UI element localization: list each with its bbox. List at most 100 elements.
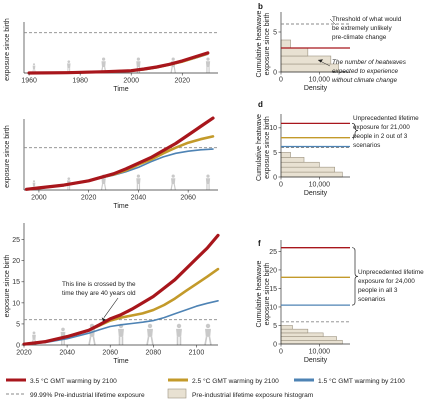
person-legs xyxy=(88,336,96,346)
note-pointer xyxy=(329,18,337,26)
histogram-bar xyxy=(280,161,320,168)
panel-label-b: b xyxy=(258,2,263,11)
svg-text:exposure for 21,000: exposure for 21,000 xyxy=(353,124,410,131)
panel-d: 0 10,000 0 5 10 Density Cumulative heatwave exp… xyxy=(256,114,359,197)
person-head xyxy=(32,63,36,66)
legend-label-threshold: 99.99% Pre-industrial lifetime exposure xyxy=(30,392,145,399)
y-axis-label-d: Cumulative heatwave xyxy=(256,114,263,181)
person-body xyxy=(32,65,36,70)
series-line-s15-e xyxy=(23,300,219,345)
x-tick-label: 2000 xyxy=(31,195,47,202)
x-tick-label: 2060 xyxy=(102,350,118,357)
person-body xyxy=(176,328,182,337)
person-legs xyxy=(170,184,176,191)
person-body xyxy=(32,334,36,340)
note-f: Unprecedented lifetime exposure for 24,0… xyxy=(358,269,424,303)
person-head xyxy=(171,174,175,178)
histogram-bar xyxy=(280,152,291,158)
series-line-s25-c xyxy=(25,135,215,191)
person-body xyxy=(32,182,36,187)
panel-b: 0 10,000 0 5 Density Cumulative heatwave expos… xyxy=(256,10,350,92)
svg-text:people in all 3: people in all 3 xyxy=(358,287,398,294)
y-tick-label: 25 xyxy=(12,237,20,244)
histogram-bar xyxy=(280,339,343,345)
x-axis-label-a: Time xyxy=(113,86,128,93)
person-body xyxy=(205,61,211,68)
x-tick-label: 1980 xyxy=(72,78,88,85)
svg-text:time they are 40 years old: time they are 40 years old xyxy=(62,290,136,297)
y-tick-label: 0 xyxy=(273,341,277,348)
svg-text:without climate change: without climate change xyxy=(332,77,397,84)
person-body xyxy=(171,178,176,185)
person-head xyxy=(67,177,71,180)
histogram-bar xyxy=(280,325,293,330)
x-tick-label: 2080 xyxy=(146,350,162,357)
y-tick-label: 15 xyxy=(12,279,20,286)
x-tick-label: 2020 xyxy=(16,350,32,357)
panel-f: 0 10,000 0 5 10 15 20 25 Density Cumulative heatw… xyxy=(256,240,359,364)
person-body xyxy=(147,328,153,337)
legend-label-histogram: Pre-industrial lifetime exposure histogr… xyxy=(192,392,314,399)
person-body xyxy=(67,63,71,69)
svg-text:This line is crossed by the: This line is crossed by the xyxy=(62,281,136,288)
x-axis-label-c: Time xyxy=(113,203,128,210)
x-tick-label: 0 xyxy=(279,182,283,189)
svg-text:Unprecedented lifetime: Unprecedented lifetime xyxy=(353,115,419,122)
silhouettes-c xyxy=(32,174,211,191)
y-axis-label-b: Cumulative heatwave xyxy=(256,10,263,77)
brace-f xyxy=(351,247,359,306)
histogram-bar xyxy=(280,39,291,49)
legend-label-15: 1.5 °C GMT warming by 2100 xyxy=(318,377,405,385)
y-tick-label: 5 xyxy=(273,150,277,157)
panel-a: 1960 1980 2000 2020 Time exposure since birth xyxy=(4,18,218,93)
note-arrowhead xyxy=(318,59,323,63)
x-axis-label-b: Density xyxy=(304,85,328,92)
callout-arrow-line xyxy=(103,297,119,318)
y-tick-label: 10 xyxy=(269,125,277,132)
x-tick-label: 10,000 xyxy=(309,77,331,84)
series-line-s35-a xyxy=(27,51,210,75)
x-tick-label: 0 xyxy=(279,349,283,356)
person-head xyxy=(102,57,106,61)
svg-text:expected to experience: expected to experience xyxy=(332,68,399,75)
y-tick-label: 15 xyxy=(269,286,277,293)
svg-text:Unprecedented lifetime: Unprecedented lifetime xyxy=(358,269,424,276)
person-head xyxy=(32,180,36,183)
brace-d xyxy=(351,123,359,139)
y-tick-label: 25 xyxy=(269,249,277,256)
person-head xyxy=(61,327,65,332)
y-axis-label-b-2: exposure since birth xyxy=(264,13,271,76)
series-line-s35-e xyxy=(22,233,220,346)
x-tick-label: 1960 xyxy=(21,78,37,85)
y-tick-label: 0 xyxy=(16,342,20,349)
panel-label-d: d xyxy=(258,100,263,109)
person-head xyxy=(206,57,210,61)
legend: 3.5 °C GMT warming by 2100 2.5 °C GMT wa… xyxy=(6,377,405,399)
y-axis-label-a: exposure since birth xyxy=(4,18,11,81)
person-head xyxy=(136,174,140,178)
histogram-bar xyxy=(280,328,309,334)
x-axis-label-e: Time xyxy=(113,358,128,365)
person-head xyxy=(136,57,140,61)
svg-text:be extremely unlikely: be extremely unlikely xyxy=(332,25,392,32)
histogram-bar xyxy=(280,157,305,163)
person-legs xyxy=(118,336,124,345)
y-tick-label: 5 xyxy=(273,29,277,36)
silhouettes-e xyxy=(31,323,212,346)
person-head xyxy=(206,174,210,178)
svg-text:scenarios: scenarios xyxy=(353,142,380,149)
y-tick-label: 5 xyxy=(16,321,20,328)
x-tick-label: 2000 xyxy=(123,78,139,85)
x-tick-label: 2040 xyxy=(131,195,147,202)
person-body xyxy=(101,61,106,68)
callout-e: This line is crossed by the time they ar… xyxy=(62,281,136,297)
histogram-bar xyxy=(280,166,335,173)
person-legs xyxy=(100,184,107,191)
x-tick-label: 2100 xyxy=(189,350,205,357)
chart-panels: 1960 1980 2000 2020 Time exposure since birth… xyxy=(4,10,359,365)
svg-text:scenarios: scenarios xyxy=(358,296,385,303)
x-tick-label: 2020 xyxy=(174,78,190,85)
panel-c: 2000 2020 2040 2060 Time exposure since birth xyxy=(4,116,218,210)
legend-label-25: 2.5 °C GMT warming by 2100 xyxy=(192,377,279,385)
series-line-s15-c xyxy=(25,148,214,191)
